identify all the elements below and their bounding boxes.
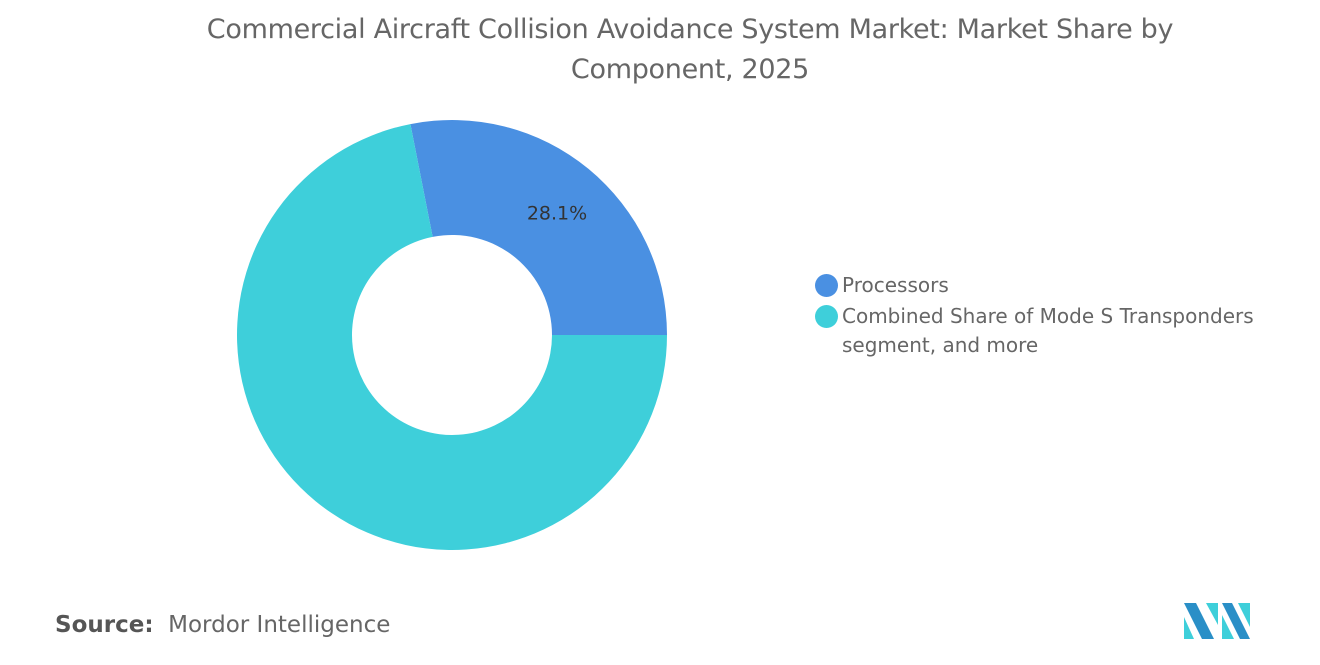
source-text: Mordor Intelligence [168,612,391,638]
legend-swatch-icon [815,305,838,328]
data-label: 28.1% [527,202,587,224]
legend-swatch-icon [815,274,838,297]
legend-item-processors: Processors [815,271,1282,300]
chart-title: Commercial Aircraft Collision Avoidance … [206,14,1174,85]
legend-item-combined: Combined Share of Mode S Transponders se… [815,302,1272,360]
source-note: Source: Mordor Intelligence [55,612,390,638]
source-label: Source: [55,612,154,638]
mordor-intelligence-logo-icon [1184,603,1250,639]
slice-processors [410,119,667,335]
slice-combined-share-of-mode-s-transponders-segment-and-more [237,124,667,550]
legend-label: Combined Share of Mode S Transponders se… [842,304,1254,357]
legend-label: Processors [842,273,949,297]
